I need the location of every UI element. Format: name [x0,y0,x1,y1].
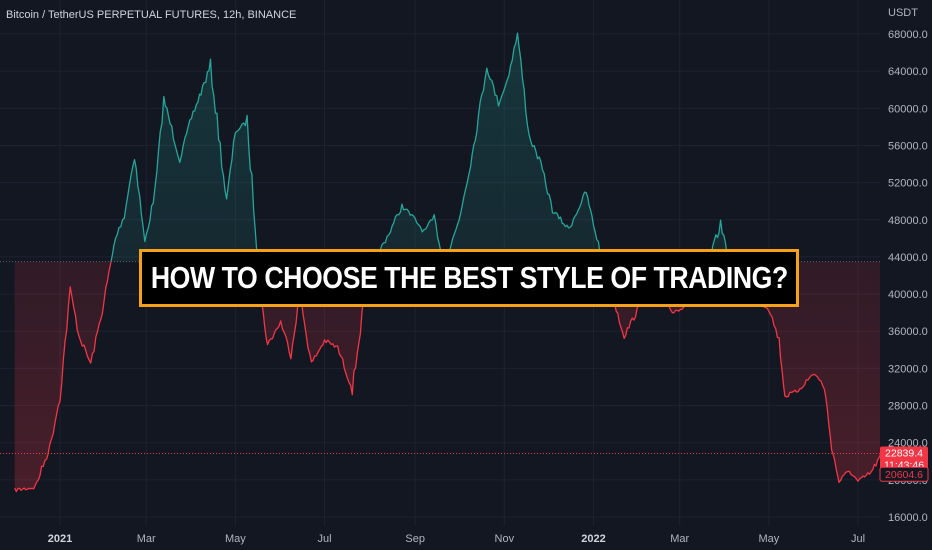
symbol-label[interactable]: Bitcoin / TetherUS PERPETUAL FUTURES, 12… [6,9,296,21]
price-axis-unit: USDT [888,7,918,19]
price-tick-label: 40000.0 [888,289,928,301]
price-tick-label: 56000.0 [888,140,928,152]
time-axis-ticks: 2021 Mar May Jul Sep Nov 2022 Mar May Jul [48,533,865,545]
area-fill-above-baseline [111,33,731,262]
time-tick-label: Mar [137,533,156,545]
time-tick-label: May [225,533,246,545]
price-tick-label: 36000.0 [888,326,928,338]
price-tick-label: 52000.0 [888,178,928,190]
price-tick-label: 16000.0 [888,512,928,524]
time-tick-label: May [758,533,779,545]
price-tick-label: 32000.0 [888,363,928,375]
price-line-above-baseline [110,32,732,262]
svg-text:22839.4: 22839.4 [885,447,923,459]
time-tick-label: 2021 [48,533,72,545]
headline-banner: HOW TO CHOOSE THE BEST STYLE OF TRADING? [139,249,799,307]
svg-text:20604.6: 20604.6 [885,469,923,481]
price-tick-label: 48000.0 [888,215,928,227]
price-axis-ticks: 16000.020000.024000.028000.032000.036000… [888,29,928,524]
time-tick-label: Mar [670,533,689,545]
price-tick-label: 68000.0 [888,29,928,41]
time-tick-label: Jul [318,533,332,545]
time-tick-label: Sep [405,533,425,545]
low-price-tag: 20604.6 [879,466,929,482]
headline-text: HOW TO CHOOSE THE BEST STYLE OF TRADING? [150,260,788,295]
time-tick-label: Jul [851,533,865,545]
time-axis-background[interactable] [0,526,880,550]
price-tick-label: 60000.0 [888,103,928,115]
price-tick-label: 44000.0 [888,252,928,264]
price-tick-label: 28000.0 [888,401,928,413]
time-tick-label: Nov [495,533,515,545]
price-tick-label: 64000.0 [888,66,928,78]
time-tick-label: 2022 [581,533,605,545]
